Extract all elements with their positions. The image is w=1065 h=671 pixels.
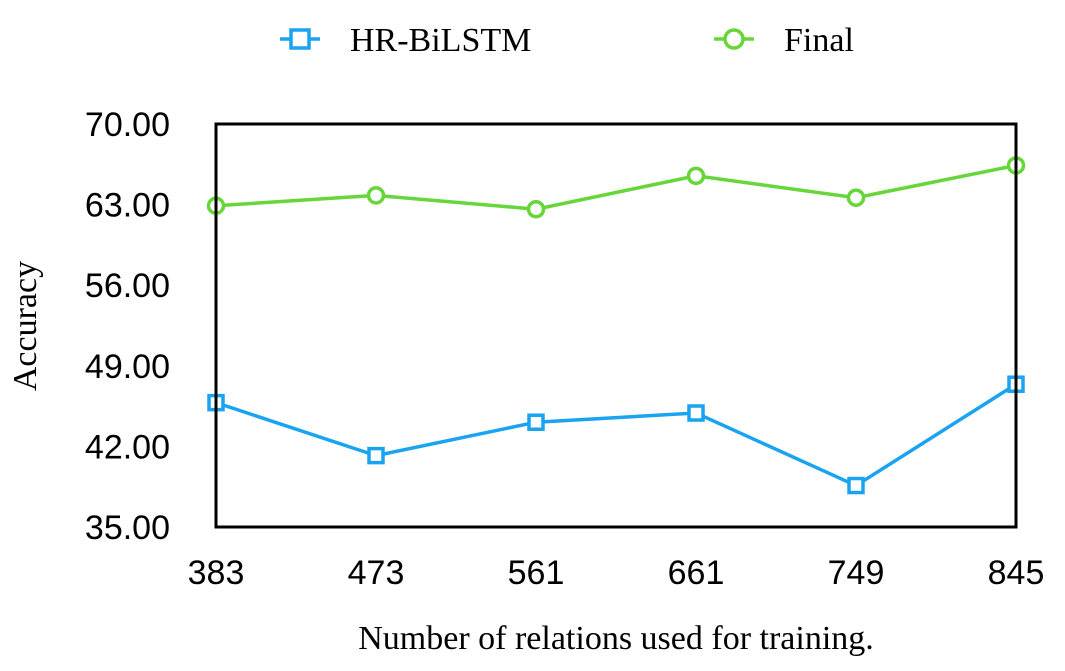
x-axis-ticks: 383 473 561 661 749 845	[188, 554, 1045, 592]
y-tick-label: 63.00	[85, 187, 170, 225]
data-point-hr-bilstm	[367, 446, 385, 465]
data-point-final	[366, 186, 386, 205]
x-tick-label: 749	[828, 554, 885, 592]
data-point-final	[846, 188, 866, 207]
x-tick-label: 473	[348, 554, 405, 592]
x-tick-label: 845	[988, 554, 1045, 592]
series-lines	[206, 156, 1026, 495]
data-point-hr-bilstm	[687, 404, 705, 422]
y-tick-label: 49.00	[85, 348, 170, 386]
data-point-final	[686, 166, 706, 186]
y-tick-label: 42.00	[85, 428, 170, 466]
legend: HR-BiLSTM Final	[280, 22, 854, 59]
y-tick-label: 70.00	[85, 106, 170, 144]
legend-label-final: Final	[784, 22, 854, 59]
x-tick-label: 383	[188, 554, 245, 592]
y-tick-label: 56.00	[85, 267, 170, 305]
plot-frame	[214, 122, 1018, 529]
legend-label-hr-bilstm: HR-BiLSTM	[350, 22, 531, 59]
x-tick-label: 661	[668, 554, 725, 592]
legend-marker-final	[723, 28, 745, 50]
series-line-hr-bilstm	[215, 382, 1017, 488]
data-point-hr-bilstm	[527, 413, 545, 431]
legend-marker-hr-bilstm	[289, 28, 311, 50]
y-axis-ticks: 35.00 42.00 49.00 56.00 63.00 70.00	[85, 106, 170, 547]
x-axis-title: Number of relations used for training.	[358, 620, 874, 657]
data-point-final	[526, 199, 546, 219]
data-point-hr-bilstm	[847, 476, 865, 495]
y-tick-label: 35.00	[85, 509, 170, 547]
y-axis-title: Accuracy	[7, 261, 44, 391]
x-tick-label: 561	[508, 554, 565, 592]
series-line-final	[215, 163, 1017, 211]
